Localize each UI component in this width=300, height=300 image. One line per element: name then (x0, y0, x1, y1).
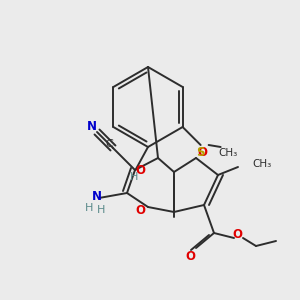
Text: O: O (135, 203, 145, 217)
Text: H: H (130, 172, 138, 182)
Text: O: O (232, 229, 242, 242)
Text: O: O (135, 164, 145, 178)
Text: H: H (85, 203, 93, 213)
Text: CH₃: CH₃ (252, 159, 271, 169)
Text: C: C (105, 139, 113, 149)
Text: S: S (196, 146, 204, 160)
Text: N: N (92, 190, 102, 202)
Text: O: O (185, 250, 195, 262)
Text: N: N (87, 121, 97, 134)
Text: H: H (97, 205, 105, 215)
Text: CH₃: CH₃ (219, 148, 238, 158)
Text: O: O (198, 146, 208, 160)
